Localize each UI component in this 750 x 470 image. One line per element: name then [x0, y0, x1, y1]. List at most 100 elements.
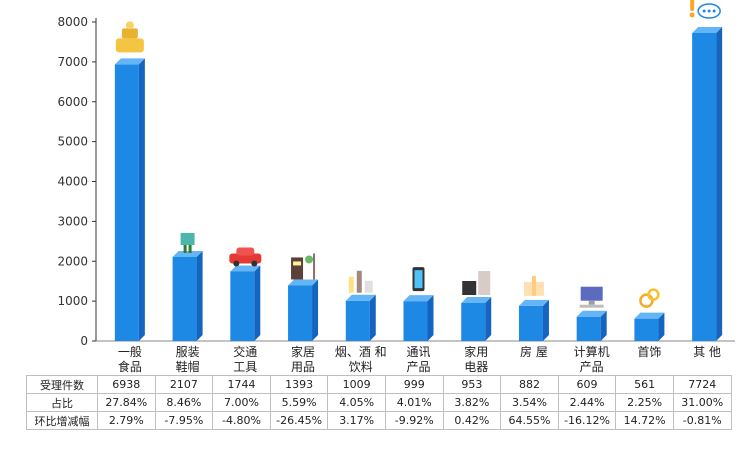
table-cell: 0.42% — [442, 411, 502, 430]
drinks-icon — [348, 270, 373, 293]
table-cell: 14.72% — [615, 411, 674, 430]
table-cell: 4.01% — [384, 393, 444, 412]
bar-front — [692, 33, 717, 342]
table-cell: 953 — [442, 375, 502, 394]
table-cell: -9.92% — [384, 411, 444, 430]
table-cell: 2.25% — [615, 393, 674, 412]
table-cell: 2.44% — [557, 393, 617, 412]
table-cell: 1393 — [269, 375, 329, 394]
row-header: 受理件数 — [26, 375, 98, 394]
table-row: 环比增减幅 2.79% -7.95% -4.80% -26.45% 3.17% -9.92%… — [26, 411, 732, 430]
category-label: 烟、酒 和 — [335, 345, 387, 359]
table-cell: 609 — [557, 375, 617, 394]
table-cell: 999 — [384, 375, 444, 394]
category-label: 房 屋 — [520, 344, 548, 359]
y-tick-label: 0 — [80, 334, 88, 348]
category-label: 电器 — [464, 360, 488, 374]
y-tick-label: 5000 — [57, 135, 88, 149]
clothing-icon — [180, 232, 195, 253]
table-cell: 7.00% — [212, 393, 271, 412]
y-tick-label: 2000 — [57, 254, 88, 268]
table-cell: -0.81% — [672, 411, 732, 430]
y-tick-label: 1000 — [57, 294, 88, 308]
bar — [576, 310, 607, 341]
y-tick-label: 8000 — [57, 15, 88, 29]
bar-side — [196, 250, 203, 341]
bar — [345, 294, 376, 341]
appliance-icon — [462, 270, 491, 295]
bar-front — [288, 285, 313, 341]
bar-side — [658, 312, 665, 341]
table-cell: 1009 — [327, 375, 386, 394]
table-cell: 1744 — [212, 375, 271, 394]
table-cell: 2.79% — [97, 411, 156, 430]
icons-group — [115, 0, 721, 308]
table-cell: 27.84% — [97, 393, 156, 412]
table-cell: 7724 — [672, 375, 732, 394]
table-cell: 3.54% — [500, 393, 559, 412]
y-tick-label: 4000 — [57, 175, 88, 189]
bar-front — [634, 318, 659, 341]
bar-side — [485, 296, 492, 341]
speech-exclaim-icon — [689, 0, 721, 19]
bar-side — [427, 295, 434, 341]
table-cell: 561 — [615, 375, 674, 394]
bar-side — [542, 299, 549, 341]
bar — [692, 27, 723, 342]
table-cell: 882 — [500, 375, 559, 394]
table-cell: 3.17% — [327, 411, 386, 430]
bar-top — [345, 294, 376, 301]
category-label: 计算机 — [574, 344, 610, 359]
bar-top — [230, 265, 261, 272]
table-cell: 64.55% — [500, 411, 559, 430]
category-label: 其 他 — [693, 345, 721, 359]
table-cell: 2107 — [154, 375, 214, 394]
category-label: 鞋帽 — [176, 359, 200, 374]
category-label: 首饰 — [637, 345, 661, 359]
table-cell: 3.82% — [442, 393, 502, 412]
category-label: 家用 — [464, 344, 488, 359]
bar-front — [114, 64, 139, 341]
bar-side — [312, 279, 319, 341]
food-gift-icon — [115, 21, 144, 53]
bar-top — [172, 250, 203, 257]
bar — [172, 250, 203, 341]
bar-side — [600, 310, 607, 341]
bar-top — [576, 310, 607, 317]
table-cell: -16.12% — [557, 411, 617, 430]
bar-front — [403, 301, 428, 341]
bar-top — [403, 295, 434, 302]
y-tick-label: 6000 — [57, 95, 88, 109]
table-cell: -4.80% — [212, 411, 271, 430]
bar-front — [172, 256, 197, 341]
table-row: 受理件数 6938 2107 1744 1393 1009 999 953 882 609 561 7… — [26, 375, 732, 394]
table-cell: -26.45% — [269, 411, 329, 430]
bar-top — [288, 279, 319, 286]
table-cell: 6938 — [97, 375, 156, 394]
bar-front — [345, 300, 370, 341]
category-label: 交通 — [233, 344, 257, 359]
bar-top — [461, 296, 492, 303]
table-row: 占比 27.84% 8.46% 7.00% 5.59% 4.05% 4.01% 3.82% 3.… — [26, 393, 732, 412]
category-label: 饮料 — [349, 360, 373, 374]
house-icon — [523, 275, 544, 296]
bar-front — [461, 302, 486, 341]
bar — [461, 296, 492, 341]
bar-front — [230, 271, 255, 341]
phone-icon — [412, 267, 425, 292]
y-axis: 0 1000 2000 3000 4000 5000 6000 7000 8000 — [57, 15, 735, 348]
jewelry-icon — [639, 288, 660, 308]
table-cell: -7.95% — [154, 411, 214, 430]
bar-front — [518, 305, 543, 341]
computer-icon — [579, 286, 604, 308]
bar — [518, 299, 549, 341]
bar — [634, 312, 665, 341]
category-label: 一般 — [118, 344, 142, 359]
category-label: 食品 — [118, 359, 142, 374]
bar-top — [692, 27, 723, 34]
category-label: 用品 — [291, 360, 315, 374]
bar-side — [369, 294, 376, 341]
data-table: 受理件数 6938 2107 1744 1393 1009 999 953 882 609 561 7… — [26, 375, 732, 430]
